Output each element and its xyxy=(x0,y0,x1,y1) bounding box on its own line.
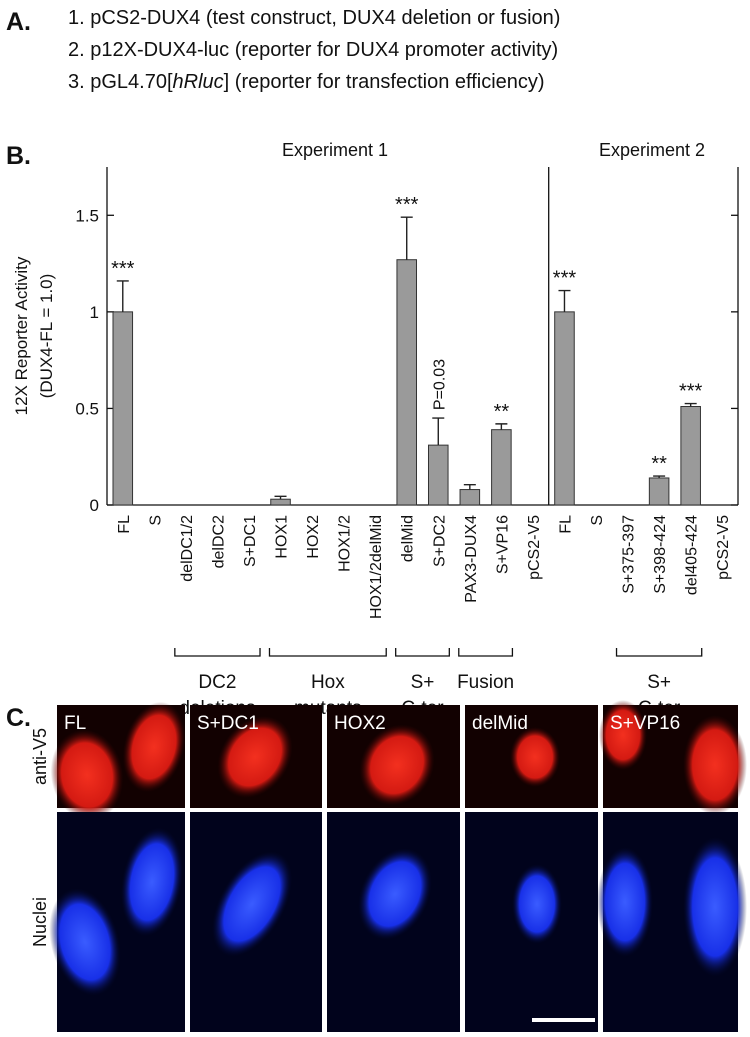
row-label: anti-V5 xyxy=(30,728,50,785)
x-tick-label: delDC2 xyxy=(210,515,227,568)
significance: P=0.03 xyxy=(431,359,448,410)
x-tick-label: HOX1/2 xyxy=(337,515,354,572)
bar xyxy=(554,311,575,506)
x-tick-label: S+VP16 xyxy=(494,515,511,574)
x-tick-label: S+DC1 xyxy=(242,515,259,567)
x-tick-label: FL xyxy=(116,515,133,534)
significance: *** xyxy=(111,258,135,280)
y-tick-label: 1.5 xyxy=(75,206,99,225)
error-bar xyxy=(274,495,287,500)
text-line: 3. pGL4.70[hRluc] (reporter for transfec… xyxy=(68,71,545,93)
x-tick-label: S+DC2 xyxy=(431,515,448,567)
bracket xyxy=(458,648,514,657)
column-label: delMid xyxy=(472,713,528,734)
text-line: 2. p12X-DUX4-luc (reporter for DUX4 prom… xyxy=(68,39,558,61)
error-bar xyxy=(116,280,129,312)
bar xyxy=(459,489,481,506)
significance: ** xyxy=(494,401,510,423)
significance: *** xyxy=(395,194,419,216)
nucleus xyxy=(359,724,435,806)
bar xyxy=(427,444,449,506)
bracket xyxy=(395,648,450,657)
x-tick-label: del405-424 xyxy=(684,515,701,595)
x-tick-label: S+375-397 xyxy=(621,515,638,594)
bar xyxy=(270,498,291,506)
bar xyxy=(648,477,670,506)
x-tick-label: pCS2-V5 xyxy=(526,515,543,580)
panel-label: A. xyxy=(6,8,31,36)
error-bar xyxy=(432,417,445,446)
bar xyxy=(491,429,512,506)
error-bar xyxy=(653,475,666,478)
y-tick-label: 0.5 xyxy=(75,399,99,418)
bracket xyxy=(615,648,703,657)
column-label: S+DC1 xyxy=(197,713,259,734)
nucleus xyxy=(683,837,747,977)
y-axis-label: 12X Reporter Activity xyxy=(12,256,31,415)
nucleus xyxy=(599,700,647,770)
nucleus xyxy=(512,864,562,944)
nucleus xyxy=(50,729,124,821)
nucleus xyxy=(217,716,293,798)
error-bar xyxy=(558,289,571,312)
panel-label: C. xyxy=(6,704,31,732)
bar xyxy=(680,405,701,506)
nucleus xyxy=(510,727,560,787)
x-tick-label: S+398-424 xyxy=(652,515,669,594)
text-part: 3. pGL4.70[ xyxy=(68,71,173,93)
significance: ** xyxy=(651,453,667,475)
significance: *** xyxy=(553,268,577,290)
nucleus xyxy=(597,847,653,957)
nucleus xyxy=(211,851,293,957)
x-tick-label: delMid xyxy=(400,515,417,562)
group-label: S+ xyxy=(647,672,671,693)
x-tick-label: HOX1/2delMid xyxy=(368,515,385,619)
text-part: ] (reporter for transfection efficiency) xyxy=(224,71,545,93)
bar xyxy=(112,311,134,506)
panel-label: B. xyxy=(6,142,31,170)
x-tick-label: pCS2-V5 xyxy=(715,515,732,580)
experiment-label: Experiment 2 xyxy=(599,140,705,160)
experiment-label: Experiment 1 xyxy=(282,140,388,160)
nucleus xyxy=(120,827,184,937)
group-label: Hox xyxy=(311,672,345,693)
x-tick-label: PAX3-DUX4 xyxy=(463,515,480,603)
group-label: DC2 xyxy=(198,672,236,693)
column-label: FL xyxy=(64,713,86,734)
x-tick-label: delDC1/2 xyxy=(179,515,196,582)
error-bar xyxy=(463,484,476,490)
error-bar xyxy=(495,423,508,430)
group-label: Fusion xyxy=(457,672,514,693)
error-bar xyxy=(400,216,413,260)
x-tick-label: S xyxy=(147,515,164,526)
bar xyxy=(396,259,418,506)
nucleus xyxy=(49,888,121,996)
nucleus xyxy=(358,848,432,940)
significance: *** xyxy=(679,381,703,403)
group-label: S+ xyxy=(411,672,435,693)
text-part: hRluc xyxy=(173,71,224,93)
bracket xyxy=(174,648,261,657)
row-label: Nuclei xyxy=(30,897,50,947)
nucleus xyxy=(683,715,747,815)
error-bar xyxy=(684,402,697,407)
column-label: S+VP16 xyxy=(610,713,680,734)
x-tick-label: S xyxy=(589,515,606,526)
x-tick-label: FL xyxy=(557,515,574,534)
bracket xyxy=(268,648,387,657)
nucleus xyxy=(122,701,186,793)
x-tick-label: HOX2 xyxy=(305,515,322,559)
y-axis-label: (DUX4-FL = 1.0) xyxy=(37,274,56,399)
column-label: HOX2 xyxy=(334,713,386,734)
y-tick-label: 1 xyxy=(90,303,99,322)
text-line: 1. pCS2-DUX4 (test construct, DUX4 delet… xyxy=(68,7,560,29)
y-tick-label: 0 xyxy=(90,496,99,515)
x-tick-label: HOX1 xyxy=(274,515,291,559)
